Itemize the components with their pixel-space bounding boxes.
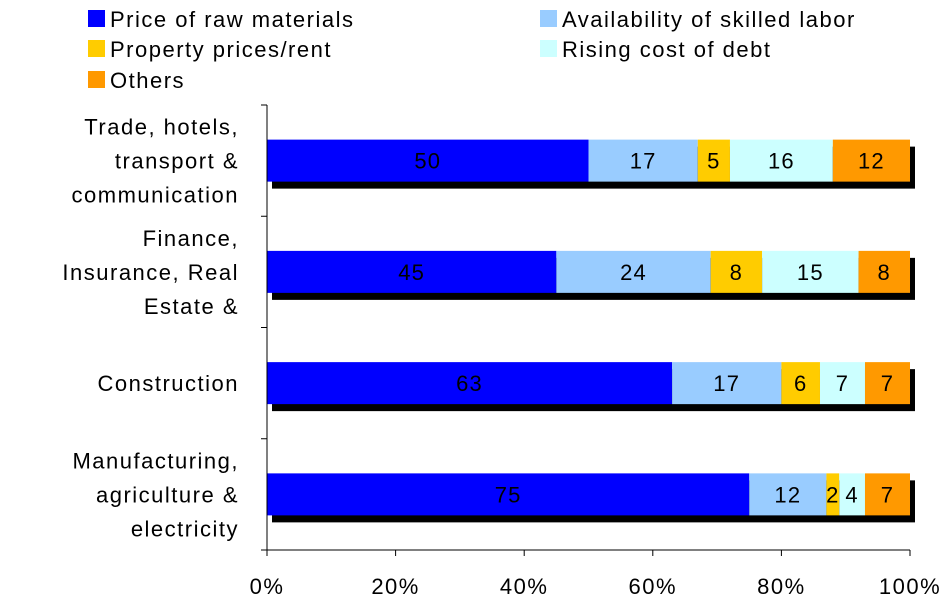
category-label: Estate & <box>144 294 239 319</box>
data-label-others: 7 <box>881 371 894 396</box>
data-label-others: 7 <box>881 482 894 507</box>
data-label-property-prices-rent: 8 <box>730 260 743 285</box>
bar-availability-of-skilled-labor <box>588 139 698 182</box>
x-tick-label: 60% <box>629 574 678 599</box>
data-label-price-of-raw-materials: 75 <box>495 482 522 507</box>
legend-label-availability-of-skilled-labor: Availability of skilled labor <box>562 7 856 32</box>
data-label-property-prices-rent: 2 <box>826 482 839 507</box>
legend-label-rising-cost-of-debt: Rising cost of debt <box>562 37 771 62</box>
category-label: communication <box>72 183 239 208</box>
data-label-availability-of-skilled-labor: 12 <box>774 482 801 507</box>
data-label-availability-of-skilled-labor: 17 <box>713 371 740 396</box>
legend-swatch-availability-of-skilled-labor <box>540 10 557 27</box>
bar-rising-cost-of-debt <box>762 250 859 293</box>
category-label: transport & <box>115 149 239 174</box>
bar-price-of-raw-materials <box>267 473 750 516</box>
legend-label-others: Others <box>110 68 185 93</box>
x-tick-label: 40% <box>500 574 549 599</box>
data-label-price-of-raw-materials: 63 <box>456 371 483 396</box>
bar-shadows <box>272 146 915 523</box>
bar-price-of-raw-materials <box>267 250 557 293</box>
bars <box>267 139 910 516</box>
bar-property-prices-rent <box>826 473 840 516</box>
bar-availability-of-skilled-labor <box>556 250 711 293</box>
x-tick-label: 20% <box>371 574 420 599</box>
data-label-others: 8 <box>878 260 891 285</box>
category-label: Insurance, Real <box>62 260 239 285</box>
category-labels: Trade, hotels, transport & communication Fi… <box>62 115 239 542</box>
data-label-others: 12 <box>858 149 885 174</box>
data-label-price-of-raw-materials: 45 <box>398 260 425 285</box>
data-label-rising-cost-of-debt: 15 <box>797 260 824 285</box>
bar-rising-cost-of-debt <box>729 139 833 182</box>
bar-price-of-raw-materials <box>267 362 673 405</box>
bar-others <box>864 362 910 405</box>
bar-rising-cost-of-debt <box>839 473 865 516</box>
category-label: Trade, hotels, <box>84 115 239 140</box>
bar-property-prices-rent <box>710 250 763 293</box>
legend-swatch-price-of-raw-materials <box>88 10 105 27</box>
data-label-availability-of-skilled-labor: 24 <box>620 260 647 285</box>
category-label: Construction <box>97 371 239 396</box>
bar-property-prices-rent <box>697 139 730 182</box>
legend: Price of raw materials Availability of sk… <box>88 7 856 93</box>
bar-others <box>864 473 910 516</box>
bar-property-prices-rent <box>781 362 820 405</box>
bar-availability-of-skilled-labor <box>749 473 827 516</box>
bar-rising-cost-of-debt <box>819 362 865 405</box>
legend-label-price-of-raw-materials: Price of raw materials <box>110 7 355 32</box>
bar-price-of-raw-materials <box>267 139 589 182</box>
category-label: Finance, <box>143 226 239 251</box>
bar-others <box>832 139 910 182</box>
x-tick-label: 80% <box>757 574 806 599</box>
data-label-availability-of-skilled-labor: 17 <box>630 149 657 174</box>
data-label-property-prices-rent: 6 <box>794 371 807 396</box>
data-label-price-of-raw-materials: 50 <box>414 149 441 174</box>
legend-swatch-others <box>88 71 105 88</box>
x-tick-label: 100% <box>879 574 941 599</box>
legend-swatch-rising-cost-of-debt <box>540 40 557 57</box>
legend-swatch-property-prices-rent <box>88 40 105 57</box>
data-label-rising-cost-of-debt: 16 <box>768 149 795 174</box>
data-label-rising-cost-of-debt: 7 <box>836 371 849 396</box>
category-label: Manufacturing, <box>72 448 239 473</box>
axes <box>261 104 911 556</box>
legend-label-property-prices-rent: Property prices/rent <box>110 37 332 62</box>
bar-availability-of-skilled-labor <box>672 362 782 405</box>
data-label-rising-cost-of-debt: 4 <box>845 482 858 507</box>
category-label: agriculture & <box>96 482 239 507</box>
x-tick-labels: 0% 20% 40% 60% 80% 100% <box>250 574 941 599</box>
data-label-property-prices-rent: 5 <box>707 149 720 174</box>
bar-others <box>858 250 910 293</box>
category-label: electricity <box>131 516 239 541</box>
x-tick-label: 0% <box>250 574 285 599</box>
